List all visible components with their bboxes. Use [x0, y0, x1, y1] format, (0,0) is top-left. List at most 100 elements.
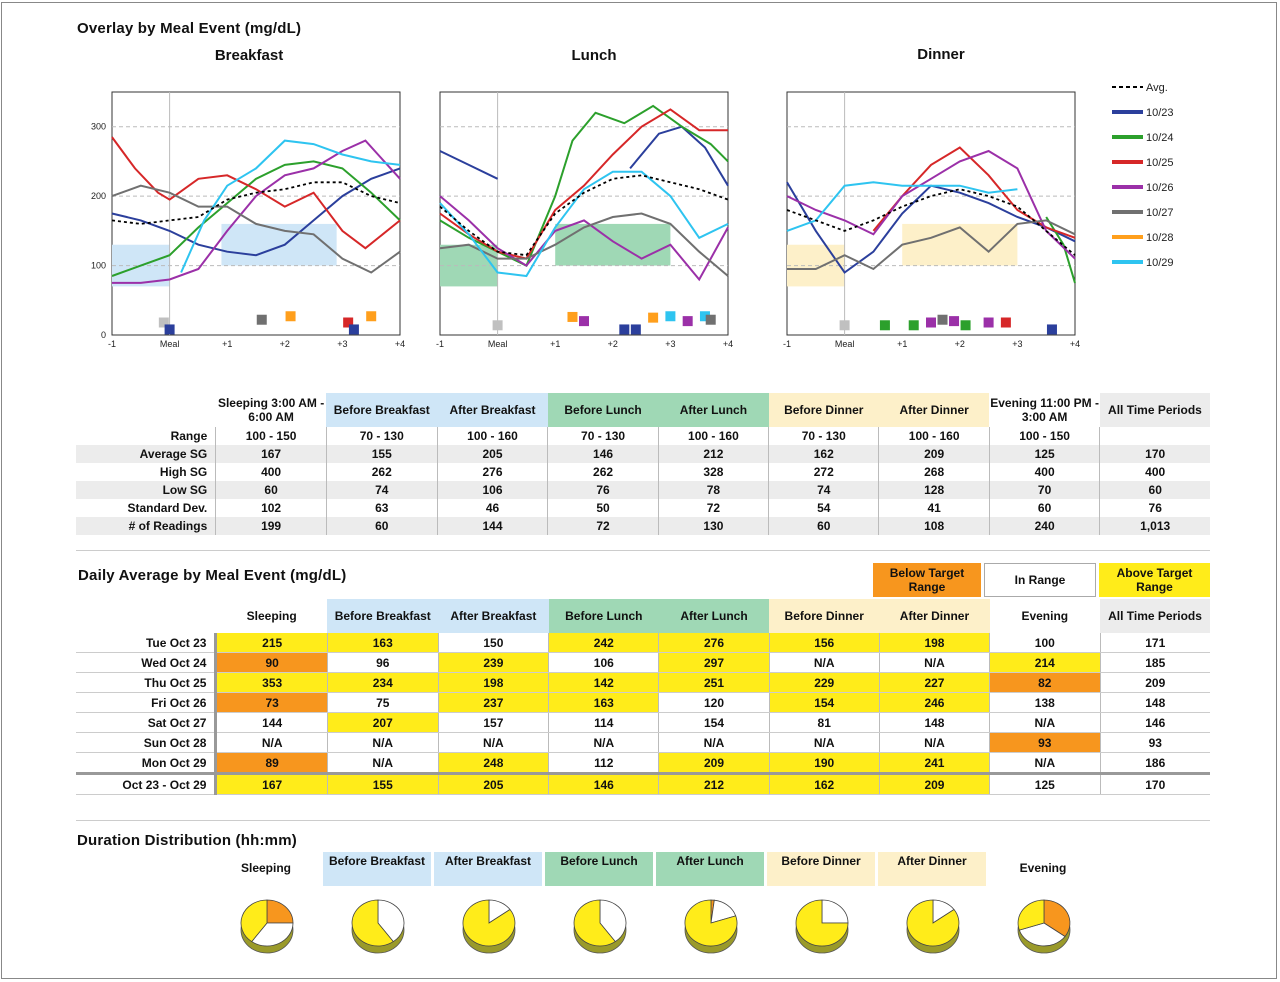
event-marker — [926, 317, 936, 328]
divider — [76, 550, 1210, 551]
duration-pies — [240, 899, 1071, 954]
x-tick-label: -1 — [436, 339, 444, 349]
summary-cell: 268 — [878, 463, 990, 481]
summary-cell: 240 — [988, 517, 1100, 535]
legend-label: Avg. — [1146, 82, 1168, 94]
summary-row-label: Average SG — [76, 445, 216, 463]
daily-cell: 239 — [437, 652, 549, 673]
daily-header-before-dinner: Before Dinner — [769, 599, 880, 633]
daily-cell: 242 — [548, 633, 659, 653]
legend-above-target: Above Target Range — [1099, 563, 1210, 597]
daily-row: Oct 23 - Oct 29 167 155 205 146 212 162 209 125 1… — [76, 773, 1210, 795]
daily-cell: 89 — [215, 752, 328, 774]
daily-row-label: Fri Oct 26 — [76, 692, 218, 713]
daily-cell: 167 — [215, 773, 328, 795]
summary-cell: 72 — [547, 517, 659, 535]
summary-cell: 70 - 130 — [325, 427, 438, 445]
event-marker — [619, 324, 630, 335]
overlay-title: Overlay by Meal Event (mg/dL) — [77, 20, 302, 37]
summary-cell: 60 — [325, 517, 438, 535]
summary-cell: 70 - 130 — [547, 427, 659, 445]
duration-header: After Breakfast — [434, 852, 542, 886]
series-line-10-26 — [439, 195, 729, 282]
daily-cell: 75 — [326, 692, 439, 713]
event-marker — [348, 324, 359, 335]
daily-header-after-lunch: After Lunch — [658, 599, 770, 633]
daily-cell: 142 — [548, 672, 659, 693]
pie-slice — [462, 899, 516, 947]
legend-label: 10/28 — [1146, 232, 1174, 244]
summary-cell: 78 — [657, 481, 769, 499]
daily-cell: 170 — [1099, 773, 1210, 795]
summary-cell: 41 — [878, 499, 990, 517]
y-tick-label: 0 — [101, 330, 106, 340]
summary-header-sleeping: Sleeping 3:00 AM - 6:00 AM — [217, 396, 325, 424]
x-tick-label: +1 — [222, 339, 232, 349]
x-tick-label: +2 — [280, 339, 290, 349]
series-line-10-27 — [439, 212, 729, 277]
summary-cell: 106 — [436, 481, 548, 499]
summary-cell: 74 — [325, 481, 438, 499]
daily-cell: 229 — [768, 672, 880, 693]
event-marker — [366, 311, 377, 322]
series-line-10-29 — [786, 181, 1018, 232]
summary-header-after-dinner: After Dinner — [878, 393, 990, 427]
daily-cell: N/A — [989, 712, 1101, 733]
x-tick-label: +3 — [1012, 339, 1022, 349]
daily-cell: 148 — [1099, 692, 1210, 713]
event-marker — [343, 317, 354, 328]
legend-label: 10/27 — [1146, 207, 1174, 219]
daily-cell: 154 — [658, 712, 770, 733]
daily-row: Tue Oct 23 215 163 150 242 276 156 198 100 171 — [76, 633, 1210, 653]
daily-cell: 125 — [989, 773, 1101, 795]
daily-cell: 155 — [326, 773, 439, 795]
x-tick-label: +1 — [550, 339, 560, 349]
series-line-10-26 — [786, 149, 1076, 260]
event-marker — [285, 311, 296, 322]
duration-header: Before Breakfast — [323, 852, 431, 886]
daily-row: Sat Oct 27 144 207 157 114 154 81 148 N/A 146 — [76, 712, 1210, 733]
daily-cell: 162 — [768, 773, 880, 795]
summary-cell: 400 — [1099, 463, 1210, 481]
pie-slice — [251, 922, 294, 947]
summary-cell: 100 - 160 — [657, 427, 769, 445]
y-tick-label: 200 — [91, 191, 106, 201]
summary-row: Range 100 - 150 70 - 130 100 - 160 70 - 130 1… — [76, 427, 1210, 445]
summary-cell: 63 — [325, 499, 438, 517]
summary-cell: 144 — [436, 517, 548, 535]
summary-cell: 276 — [436, 463, 548, 481]
summary-row: High SG 400 262 276 262 328 272 268 400 400 — [76, 463, 1210, 481]
summary-cell: 100 - 150 — [215, 427, 327, 445]
event-marker — [492, 320, 503, 331]
daily-row-label: Oct 23 - Oct 29 — [76, 773, 218, 795]
pie-slice — [1018, 922, 1066, 947]
event-marker — [705, 314, 716, 325]
pie-slice — [573, 899, 616, 947]
x-tick-label: Meal — [160, 339, 180, 349]
daily-cell: 93 — [989, 732, 1101, 753]
daily-cell: 251 — [658, 672, 770, 693]
summary-cell: 400 — [988, 463, 1100, 481]
daily-cell: N/A — [878, 732, 990, 753]
daily-cell: N/A — [548, 732, 659, 753]
pie-slice — [599, 899, 627, 943]
daily-cell: 214 — [989, 652, 1101, 673]
daily-cell: 156 — [768, 633, 880, 653]
x-tick-label: +4 — [1070, 339, 1080, 349]
summary-cell — [1099, 427, 1210, 445]
daily-cell: 112 — [548, 752, 659, 774]
event-marker — [699, 311, 710, 322]
x-tick-label: +2 — [955, 339, 965, 349]
duration-header: After Dinner — [878, 852, 986, 886]
daily-header-evening: Evening — [1021, 609, 1069, 623]
divider — [76, 820, 1210, 821]
summary-cell: 262 — [325, 463, 438, 481]
x-tick-label: +3 — [665, 339, 675, 349]
chart-title-breakfast: Breakfast — [214, 47, 284, 64]
daily-cell: 138 — [989, 692, 1101, 713]
daily-cell: N/A — [326, 752, 439, 774]
summary-cell: 100 - 160 — [436, 427, 548, 445]
summary-cell: 128 — [878, 481, 990, 499]
summary-cell: 272 — [768, 463, 879, 481]
event-marker — [839, 320, 850, 331]
